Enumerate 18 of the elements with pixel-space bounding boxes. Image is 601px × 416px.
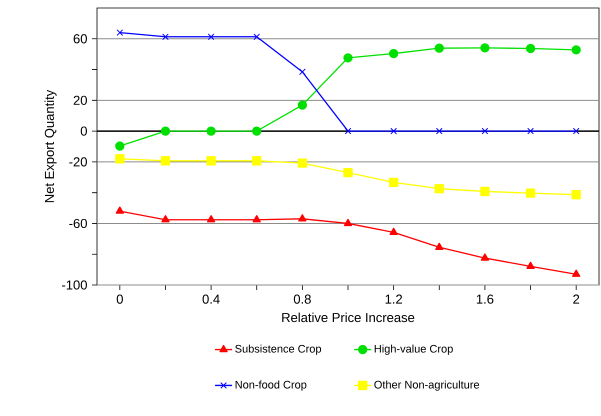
y-tick-label: -60 xyxy=(69,218,87,228)
x-axis-title: Relative Price Increase xyxy=(282,312,414,322)
y-tick-label: 20 xyxy=(74,96,87,105)
legend-label: High-value Crop xyxy=(374,344,453,355)
x-tick-label: 2 xyxy=(573,294,580,304)
x-tick-label: 0.4 xyxy=(202,294,220,304)
y-tick-label: 0 xyxy=(80,126,87,136)
x-tick-label: 1.6 xyxy=(476,294,494,304)
y-tick-label: 60 xyxy=(74,34,87,44)
y-tick-label: -20 xyxy=(69,157,87,166)
legend-label: Non-food Crop xyxy=(236,380,306,391)
x-tick-label: 1.2 xyxy=(386,294,402,304)
y-tick-label: -100 xyxy=(62,280,87,290)
legend-label: Subsistence Crop xyxy=(235,344,322,355)
x-tick-label: 0 xyxy=(116,294,123,304)
y-axis-title: Net Export Quantity xyxy=(44,90,57,202)
x-tick-label: 0.8 xyxy=(294,294,311,304)
legend-label: Other Non-agriculture xyxy=(374,380,480,391)
